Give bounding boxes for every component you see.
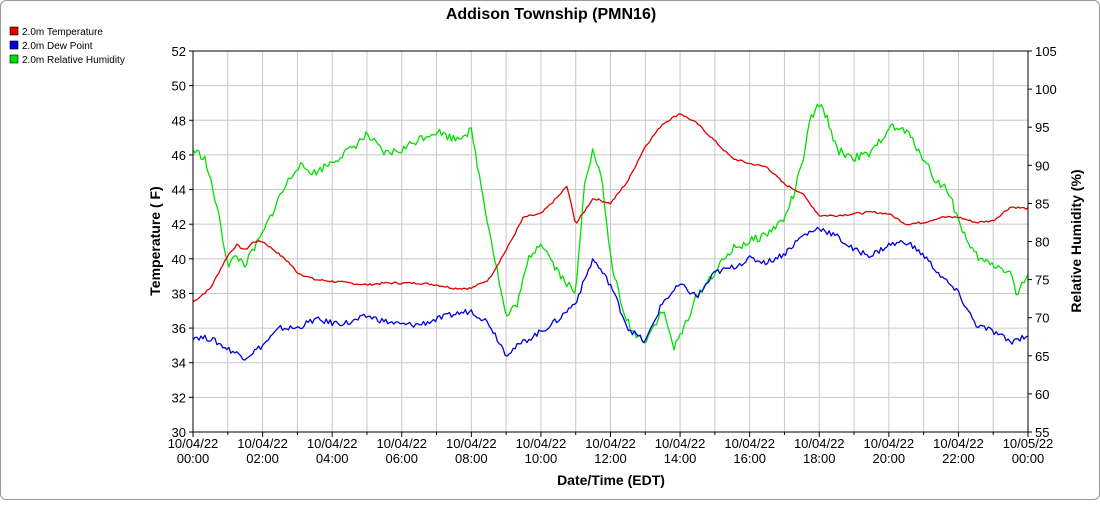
x-tick-time: 22:00 [942, 451, 975, 466]
y-tick-label-left: 48 [172, 113, 186, 128]
x-tick-time: 08:00 [455, 451, 488, 466]
x-tick-time: 18:00 [803, 451, 836, 466]
x-tick-date: 10/04/22 [307, 436, 358, 451]
right-axis: 55 60 65 70 75 80 85 90 95 100 105 [1028, 44, 1057, 440]
x-tick-date: 10/04/22 [933, 436, 984, 451]
grid [193, 50, 1028, 433]
y-tick-label-left: 40 [172, 252, 186, 267]
x-tick-date: 10/04/22 [446, 436, 497, 451]
x-tick-time: 20:00 [873, 451, 906, 466]
x-tick-date: 10/04/22 [864, 436, 915, 451]
y-tick-label-right: 60 [1035, 387, 1049, 402]
x-axis-title: Date/Time (EDT) [557, 472, 665, 488]
y-tick-label-right: 105 [1035, 44, 1057, 59]
x-tick-date: 10/04/22 [237, 436, 288, 451]
x-tick-time: 06:00 [385, 451, 418, 466]
x-tick-date: 10/04/22 [585, 436, 636, 451]
x-tick-time: 00:00 [177, 451, 210, 466]
y-tick-label-right: 100 [1035, 82, 1057, 97]
x-tick-date: 10/04/22 [724, 436, 775, 451]
legend-swatch [9, 40, 19, 50]
x-tick-time: 02:00 [246, 451, 279, 466]
y-tick-label-left: 30 [172, 425, 186, 440]
x-tick-time: 10:00 [525, 451, 558, 466]
y-tick-label-right: 80 [1035, 235, 1049, 250]
y-tick-label-left: 38 [172, 286, 186, 301]
left-axis: 30 32 34 36 38 40 42 44 46 48 50 52 [172, 44, 193, 440]
legend-swatch [9, 54, 19, 64]
y-tick-label-right: 90 [1035, 158, 1049, 173]
x-axis: 10/04/2200:0010/04/2202:0010/04/2204:001… [168, 432, 1054, 466]
y-tick-label-right: 95 [1035, 120, 1049, 135]
x-tick-time: 00:00 [1012, 451, 1045, 466]
y-tick-label-right: 70 [1035, 311, 1049, 326]
legend: 2.0m Temperature 2.0m Dew Point 2.0m Relat… [9, 26, 125, 66]
legend-label: 2.0m Dew Point [22, 41, 93, 52]
y-tick-label-left: 42 [172, 217, 186, 232]
y-tick-label-left: 50 [172, 79, 186, 94]
y-tick-label-right: 75 [1035, 273, 1049, 288]
series-layer [192, 103, 1029, 361]
x-tick-time: 16:00 [733, 451, 766, 466]
y-tick-label-left: 46 [172, 148, 186, 163]
y-axis-title-left: Temperature ( F) [147, 186, 163, 295]
x-tick-date: 10/04/22 [516, 436, 567, 451]
chart-title: Addison Township (PMN16) [446, 6, 656, 23]
series-line-2 [192, 103, 1029, 351]
legend-swatch [9, 26, 19, 36]
y-tick-label-left: 52 [172, 44, 186, 59]
x-tick-date: 10/04/22 [655, 436, 706, 451]
series-line-1 [192, 226, 1029, 361]
x-tick-date: 10/04/22 [168, 436, 219, 451]
x-tick-time: 04:00 [316, 451, 349, 466]
y-tick-label-left: 34 [172, 356, 186, 371]
y-tick-label-right: 85 [1035, 196, 1049, 211]
x-tick-time: 12:00 [594, 451, 627, 466]
x-tick-date: 10/04/22 [794, 436, 845, 451]
y-tick-label-left: 36 [172, 321, 186, 336]
legend-label: 2.0m Temperature [22, 27, 103, 38]
legend-label: 2.0m Relative Humidity [22, 55, 125, 66]
x-tick-date: 10/04/22 [376, 436, 427, 451]
series-line-0 [192, 113, 1029, 303]
y-tick-label-right: 65 [1035, 349, 1049, 364]
x-tick-date: 10/05/22 [1003, 436, 1054, 451]
y-axis-title-right: Relative Humidity (%) [1068, 169, 1084, 312]
y-tick-label-left: 32 [172, 390, 186, 405]
x-tick-time: 14:00 [664, 451, 697, 466]
y-tick-label-left: 44 [172, 183, 186, 198]
y-tick-label-right: 55 [1035, 425, 1049, 440]
